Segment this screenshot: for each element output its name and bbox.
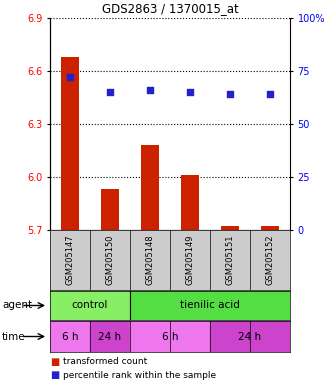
Text: GSM205147: GSM205147	[66, 235, 74, 285]
Text: GSM205149: GSM205149	[185, 235, 195, 285]
Bar	[50, 321, 90, 352]
Point	[227, 91, 233, 98]
Text: control: control	[72, 301, 108, 311]
Bar	[61, 57, 79, 230]
Text: ■: ■	[50, 357, 59, 367]
Bar	[130, 291, 290, 320]
Text: agent: agent	[2, 301, 32, 311]
Text: ■: ■	[50, 370, 59, 380]
Text: time: time	[2, 331, 25, 341]
Bar	[141, 145, 159, 230]
Title: GDS2863 / 1370015_at: GDS2863 / 1370015_at	[102, 2, 238, 15]
Bar	[261, 227, 279, 230]
Text: 6 h: 6 h	[162, 331, 178, 341]
Text: GSM205148: GSM205148	[146, 235, 155, 285]
Text: GSM205152: GSM205152	[265, 235, 274, 285]
Text: GSM205150: GSM205150	[106, 235, 115, 285]
Text: tienilic acid: tienilic acid	[180, 301, 240, 311]
Text: 24 h: 24 h	[238, 331, 261, 341]
Point	[147, 87, 153, 93]
Bar	[101, 189, 119, 230]
Point	[107, 89, 113, 95]
Text: percentile rank within the sample: percentile rank within the sample	[63, 371, 216, 379]
Text: GSM205151: GSM205151	[225, 235, 234, 285]
Text: 6 h: 6 h	[62, 331, 78, 341]
Bar	[130, 321, 210, 352]
Bar	[50, 291, 130, 320]
Text: transformed count: transformed count	[63, 358, 148, 366]
Bar	[181, 175, 199, 230]
Point	[187, 89, 193, 95]
Bar	[221, 227, 239, 230]
Point	[267, 91, 273, 98]
Bar	[210, 321, 290, 352]
Point	[67, 74, 72, 80]
Text: 24 h: 24 h	[98, 331, 121, 341]
Bar	[90, 321, 130, 352]
